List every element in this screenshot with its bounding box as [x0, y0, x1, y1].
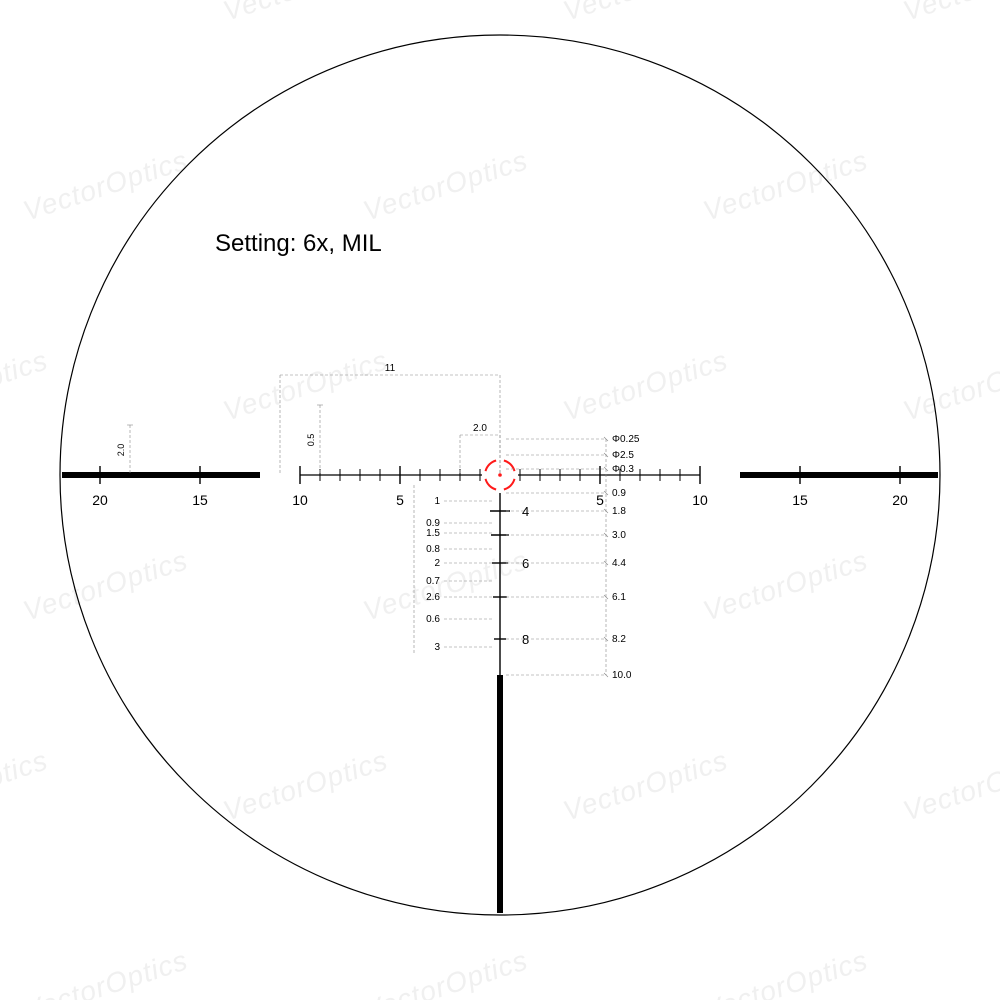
svg-text:2.0: 2.0 [116, 444, 126, 457]
svg-text:5: 5 [596, 492, 604, 508]
svg-text:10: 10 [692, 492, 708, 508]
svg-text:Φ2.5: Φ2.5 [612, 450, 634, 461]
diagram-title: Setting: 6x, MIL [215, 230, 382, 258]
svg-text:6: 6 [522, 556, 529, 571]
svg-text:8.2: 8.2 [612, 634, 626, 645]
svg-text:1.5: 1.5 [426, 528, 440, 539]
svg-text:10: 10 [292, 492, 308, 508]
svg-text:8: 8 [522, 632, 529, 647]
svg-text:1: 1 [434, 496, 440, 507]
svg-text:0.9: 0.9 [612, 488, 626, 499]
svg-text:2: 2 [434, 558, 440, 569]
svg-text:20: 20 [892, 492, 908, 508]
svg-text:0.6: 0.6 [426, 614, 440, 625]
svg-text:5: 5 [396, 492, 404, 508]
svg-text:6.1: 6.1 [612, 592, 626, 603]
svg-text:0.7: 0.7 [426, 576, 440, 587]
svg-text:3: 3 [434, 642, 440, 653]
svg-text:4.4: 4.4 [612, 558, 626, 569]
svg-text:20: 20 [92, 492, 108, 508]
svg-text:2.0: 2.0 [473, 423, 487, 434]
svg-text:11: 11 [385, 363, 396, 374]
svg-text:4: 4 [522, 504, 529, 519]
svg-text:15: 15 [792, 492, 808, 508]
svg-text:0.8: 0.8 [426, 544, 440, 555]
reticle-diagram: 20 15 10 5 5 10 15 20 4 6 8 Φ0.25 Φ2.5 Φ0.3 0.9 1.8 3.0 4… [0, 0, 1000, 1000]
svg-text:Φ0.3: Φ0.3 [612, 464, 634, 475]
svg-text:2.6: 2.6 [426, 592, 440, 603]
svg-text:1.8: 1.8 [612, 506, 626, 517]
svg-text:0.5: 0.5 [306, 434, 316, 447]
svg-text:3.0: 3.0 [612, 530, 626, 541]
svg-text:15: 15 [192, 492, 208, 508]
svg-text:Φ0.25: Φ0.25 [612, 434, 640, 445]
svg-text:10.0: 10.0 [612, 670, 632, 681]
